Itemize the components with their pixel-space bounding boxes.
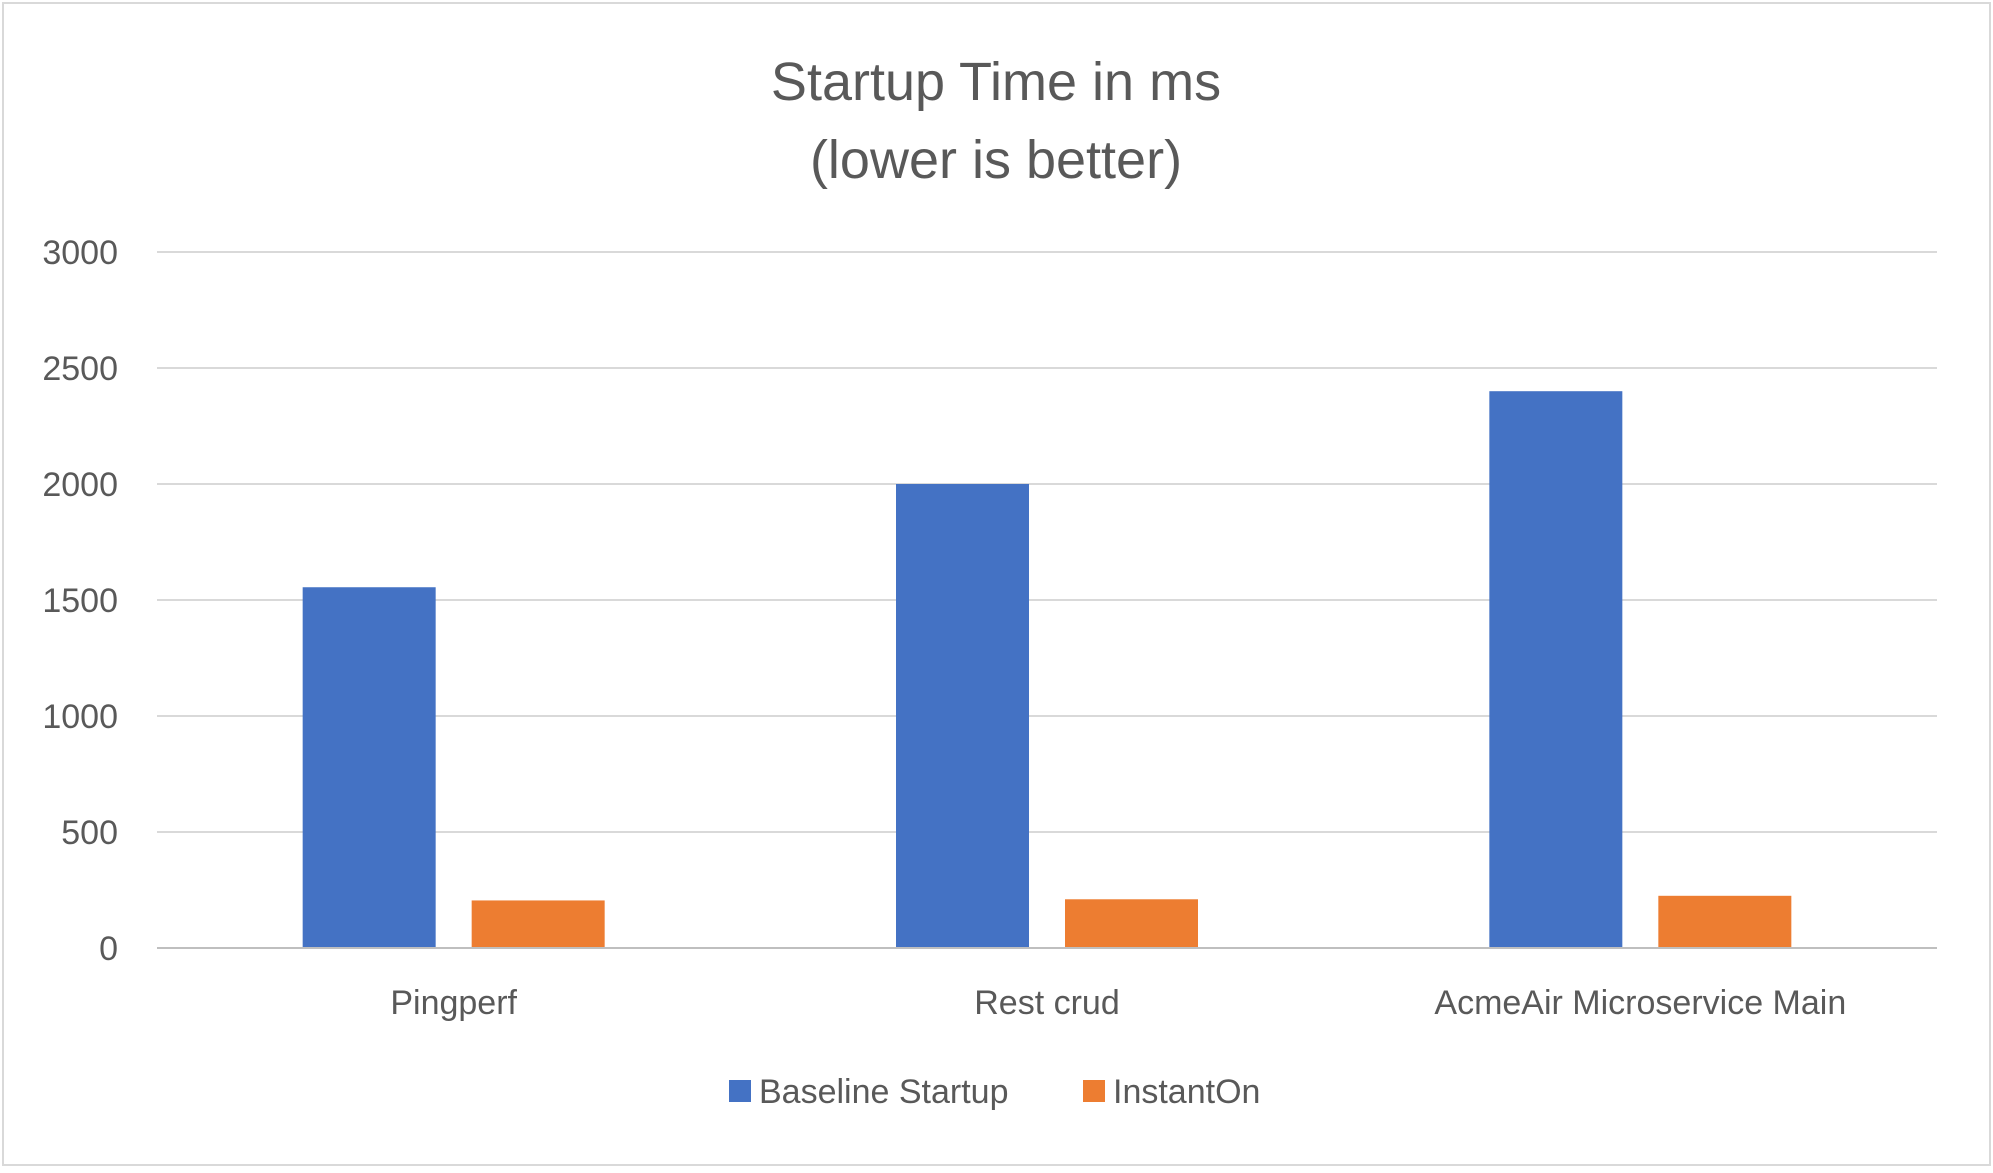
legend: Baseline Startup InstantOn [729,1073,1260,1111]
x-tick-label: Pingperf [390,984,517,1022]
y-tick-label: 500 [61,814,118,852]
bar-baseline-startup-pingperf [302,587,436,948]
legend-swatch [729,1080,751,1102]
bar-baseline-startup-acmeair-microservice-main [1489,391,1623,948]
y-tick-label: 0 [99,930,118,968]
bar-baseline-startup-rest-crud [896,484,1029,948]
bar-instanton-pingperf [471,900,605,948]
y-tick-label: 3000 [42,234,118,272]
x-tick-label: AcmeAir Microservice Main [1434,984,1846,1022]
bar-instanton-acmeair-microservice-main [1658,895,1792,948]
x-tick-label: Rest crud [974,984,1120,1022]
bar-instanton-rest-crud [1065,899,1198,948]
gridlines [157,251,1937,833]
x-axis-tick-labels: Pingperf Rest crud AcmeAir Microservice Ma… [390,984,1846,1022]
legend-swatch [1083,1080,1105,1102]
y-tick-label: 2500 [42,350,118,388]
y-tick-label: 1000 [42,698,118,736]
chart-title: Startup Time in ms [771,52,1221,112]
y-tick-label: 2000 [42,466,118,504]
bars [302,391,1792,948]
y-axis-tick-labels: 0 500 1000 1500 2000 2500 3000 [42,234,118,968]
y-tick-label: 1500 [42,582,118,620]
legend-label: InstantOn [1113,1073,1260,1111]
legend-label: Baseline Startup [759,1073,1009,1111]
chart-subtitle: (lower is better) [810,130,1182,190]
